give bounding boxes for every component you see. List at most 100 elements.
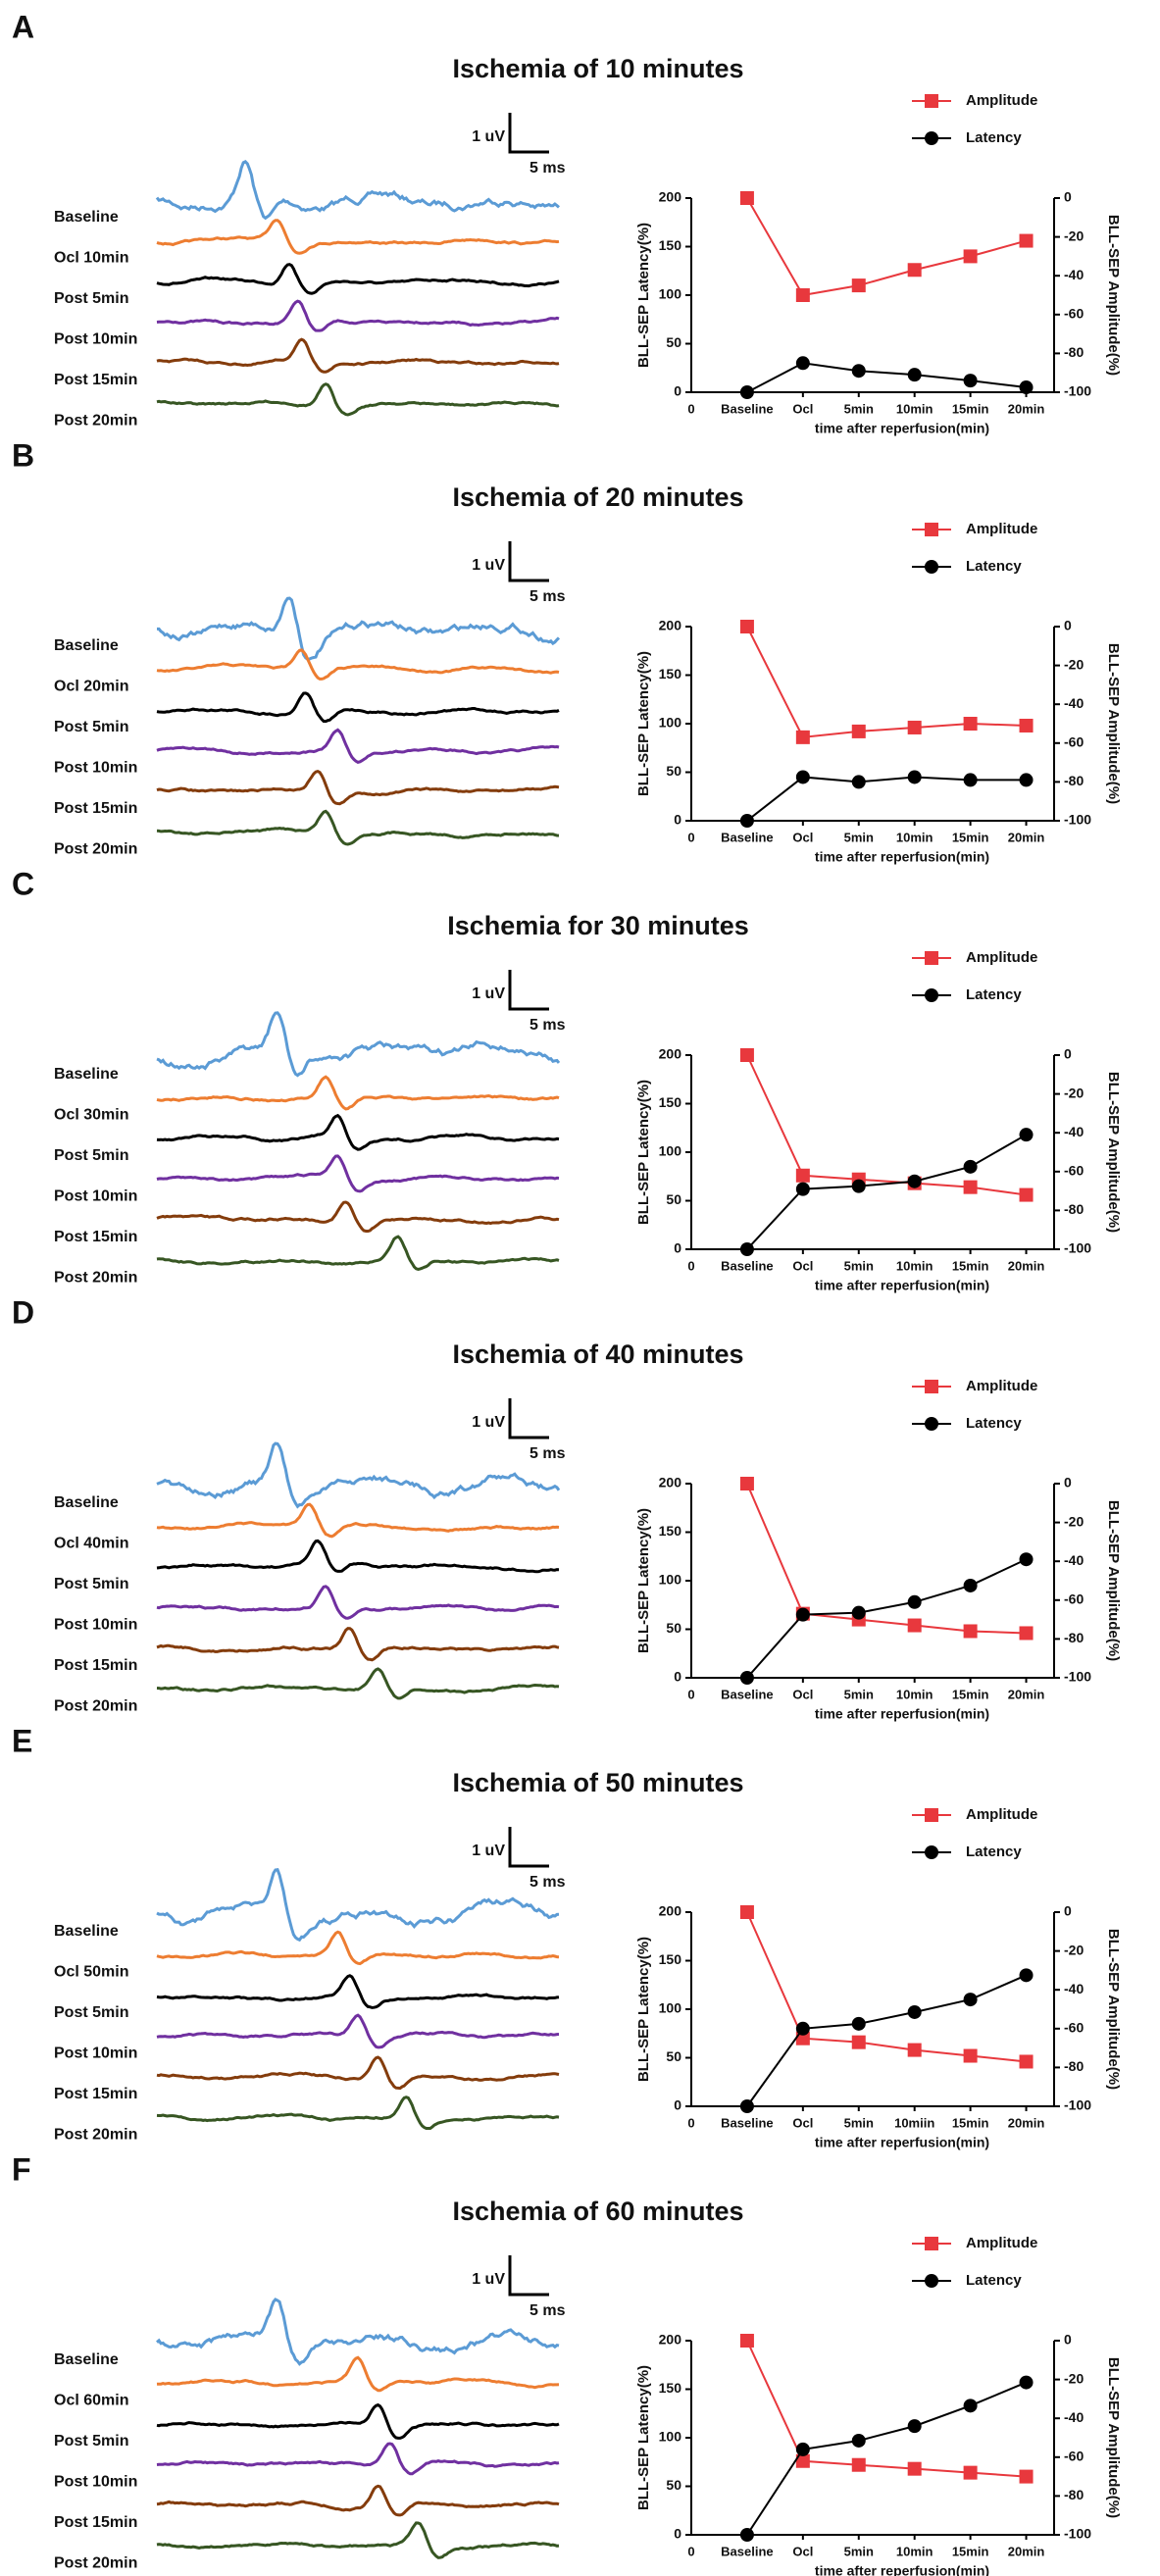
y2-tick-label: -20 bbox=[1064, 1513, 1084, 1529]
x-tick-label: 10min bbox=[896, 401, 933, 416]
y2-tick-label: 0 bbox=[1064, 189, 1072, 205]
x-axis-label: time after reperfusion(min) bbox=[815, 2135, 989, 2150]
series-line bbox=[746, 1054, 1027, 1196]
legend-marker bbox=[925, 131, 938, 145]
marker bbox=[963, 249, 978, 264]
marker bbox=[739, 385, 754, 399]
series-line bbox=[746, 776, 1027, 822]
marker bbox=[739, 620, 754, 633]
panel-letter: B bbox=[12, 437, 34, 473]
y2-tick-label: -20 bbox=[1064, 227, 1084, 243]
y2-tick-label: -60 bbox=[1064, 306, 1084, 322]
trace-label: Ocl 20min bbox=[54, 679, 128, 695]
x-tick-label: Baseline bbox=[721, 830, 773, 844]
x-tick-label: Ocl bbox=[792, 830, 813, 844]
marker bbox=[795, 356, 810, 371]
trace-label: Post 20min bbox=[54, 2127, 137, 2144]
trace-label: Post 20min bbox=[54, 413, 137, 429]
panel: B Ischemia of 20 minutes 1 uV 5 ms Baseline O… bbox=[12, 437, 1122, 864]
x-tick-label: 20min bbox=[1008, 2115, 1045, 2130]
series-line bbox=[746, 1483, 1027, 1635]
y-tick-label: 100 bbox=[659, 1572, 682, 1588]
x-tick-label: 10min bbox=[896, 2544, 933, 2558]
trace-label: Baseline bbox=[54, 1923, 119, 1940]
marker bbox=[851, 2016, 866, 2031]
trace bbox=[156, 1075, 560, 1111]
scale-bar bbox=[508, 2255, 549, 2297]
y-tick-label: 150 bbox=[659, 1523, 682, 1539]
y2-tick-label: -80 bbox=[1064, 1630, 1084, 1645]
trace-label: Post 5min bbox=[54, 2004, 128, 2021]
y2-tick-label: -80 bbox=[1064, 2058, 1084, 2074]
marker bbox=[1019, 718, 1034, 732]
y2-tick-label: -80 bbox=[1064, 344, 1084, 360]
trace-label: Post 15min bbox=[54, 2514, 137, 2531]
marker bbox=[851, 1179, 866, 1193]
y2-tick-label: -100 bbox=[1064, 2526, 1091, 2542]
y-tick-label: 100 bbox=[659, 1143, 682, 1159]
marker bbox=[851, 2457, 866, 2472]
x-tick-label: 10min bbox=[896, 1258, 933, 1273]
legend-label: Amplitude bbox=[966, 2235, 1037, 2251]
y-tick-label: 50 bbox=[666, 2048, 681, 2064]
panel-title: Ischemia of 40 minutes bbox=[452, 1339, 743, 1369]
legend-marker bbox=[925, 1417, 938, 1431]
trace-label: Ocl 30min bbox=[54, 1107, 128, 1124]
y2-axis-label: BLL-SEP Amplitude(%) bbox=[1105, 2357, 1122, 2518]
y2-tick-label: -100 bbox=[1064, 2097, 1091, 2113]
x-tick-label: 5min bbox=[844, 1687, 874, 1701]
trace bbox=[156, 1930, 560, 1966]
legend-marker bbox=[925, 1845, 938, 1859]
y2-tick-label: -20 bbox=[1064, 656, 1084, 672]
x-tick-label: 15min bbox=[952, 830, 989, 844]
trace-label: Baseline bbox=[54, 1494, 119, 1511]
trace-label: Post 10min bbox=[54, 1617, 137, 1634]
marker bbox=[851, 724, 866, 738]
x-axis-label: time after reperfusion(min) bbox=[815, 849, 989, 865]
panel: F Ischemia of 60 minutes 1 uV 5 ms Baseline O… bbox=[12, 2151, 1122, 2576]
legend-label: Latency bbox=[966, 2272, 1022, 2289]
trace bbox=[156, 2442, 560, 2476]
panel: E Ischemia of 50 minutes 1 uV 5 ms Baseline O… bbox=[12, 1723, 1122, 2149]
trace bbox=[156, 1974, 560, 2009]
trace bbox=[156, 1113, 560, 1151]
marker bbox=[851, 1605, 866, 1620]
marker bbox=[907, 368, 922, 382]
legend-label: Amplitude bbox=[966, 1806, 1037, 1823]
marker bbox=[1019, 233, 1034, 248]
trace-label: Post 15min bbox=[54, 1229, 137, 1245]
marker bbox=[963, 1578, 978, 1592]
x-tick-label: 5min bbox=[844, 1258, 874, 1273]
marker bbox=[1019, 773, 1034, 787]
marker bbox=[907, 1618, 922, 1633]
trace-label: Post 20min bbox=[54, 1698, 137, 1715]
marker bbox=[795, 2453, 810, 2468]
panel-title: Ischemia of 50 minutes bbox=[452, 1768, 743, 1797]
series-line bbox=[746, 197, 1027, 297]
scale-label: 5 ms bbox=[530, 1445, 566, 1462]
panel-letter: D bbox=[12, 1294, 34, 1330]
y-axis-label: BLL-SEP Latency(%) bbox=[635, 1508, 652, 1653]
marker bbox=[795, 2442, 810, 2456]
y-tick-label: 0 bbox=[674, 2526, 681, 2542]
y2-tick-label: -40 bbox=[1064, 1124, 1084, 1139]
trace bbox=[156, 1011, 561, 1078]
panel-title: Ischemia of 20 minutes bbox=[452, 482, 743, 512]
y2-tick-label: -80 bbox=[1064, 773, 1084, 788]
marker bbox=[739, 1242, 754, 1256]
series-line bbox=[746, 362, 1027, 393]
x-tick-label: 10min bbox=[896, 1687, 933, 1701]
legend-marker bbox=[925, 560, 938, 574]
panel-title: Ischemia for 30 minutes bbox=[447, 911, 749, 940]
y-tick-label: 150 bbox=[659, 2380, 682, 2396]
y-tick-label: 150 bbox=[659, 237, 682, 253]
scale-label: 5 ms bbox=[530, 1874, 566, 1891]
y-tick-label: 200 bbox=[659, 2332, 682, 2348]
x-tick-label: 20min bbox=[1008, 830, 1045, 844]
marker bbox=[1019, 380, 1034, 395]
trace bbox=[156, 769, 560, 806]
x-tick-label: 10min bbox=[896, 830, 933, 844]
legend-label: Latency bbox=[966, 558, 1022, 575]
x-tick-label: 15min bbox=[952, 1687, 989, 1701]
